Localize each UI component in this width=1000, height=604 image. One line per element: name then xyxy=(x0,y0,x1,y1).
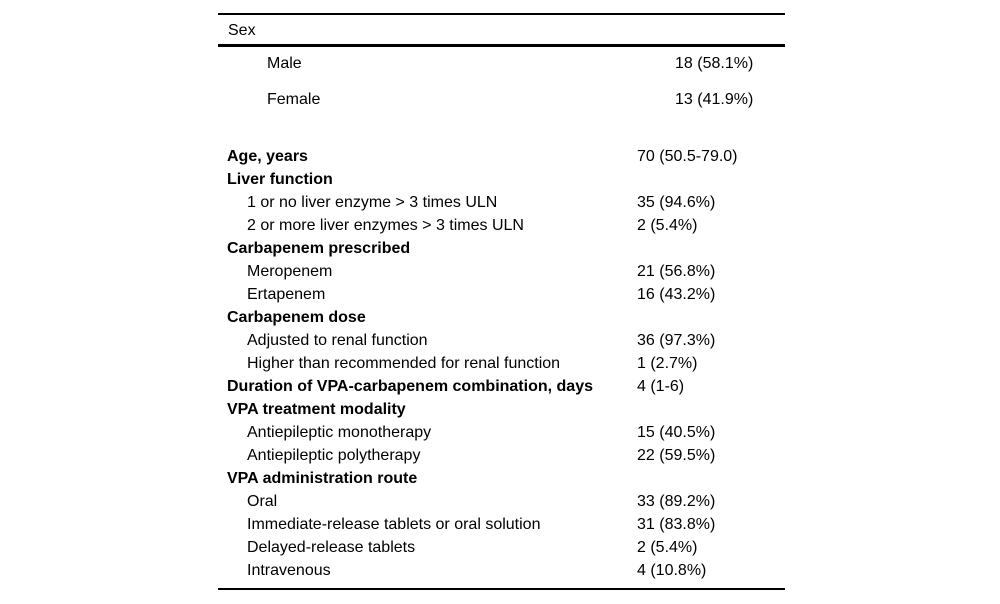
table-header-rule xyxy=(218,44,785,47)
row-value: 33 (89.2%) xyxy=(637,492,716,510)
table-row: Oral 33 (89.2%) xyxy=(218,490,785,513)
row-label: Male xyxy=(267,55,302,72)
table-row: Intravenous 4 (10.8%) xyxy=(218,559,785,582)
table-row: Delayed-release tablets 2 (5.4%) xyxy=(218,536,785,559)
row-label: Intravenous xyxy=(247,561,331,579)
row-value: 2 (5.4%) xyxy=(637,538,698,556)
row-value: 31 (83.8%) xyxy=(637,515,716,533)
row-value: 21 (56.8%) xyxy=(637,262,716,280)
table-row: Age, years 70 (50.5-79.0) xyxy=(218,145,785,168)
row-value: 18 (58.1%) xyxy=(675,55,754,72)
table-row: Adjusted to renal function 36 (97.3%) xyxy=(218,329,785,352)
table-row: Liver function xyxy=(218,168,785,191)
table-row: Carbapenem prescribed xyxy=(218,237,785,260)
row-category-label: VPA administration route xyxy=(227,469,418,487)
row-category-label: Age, years xyxy=(227,147,308,165)
row-value: 2 (5.4%) xyxy=(637,216,698,234)
row-value: 35 (94.6%) xyxy=(637,193,716,211)
table-row: 1 or no liver enzyme > 3 times ULN 35 (94… xyxy=(218,191,785,214)
table-row: 2 or more liver enzymes > 3 times ULN 2 (… xyxy=(218,214,785,237)
row-category-label: Liver function xyxy=(227,170,333,188)
row-label: 1 or no liver enzyme > 3 times ULN xyxy=(247,193,498,211)
table-row: Higher than recommended for renal functi… xyxy=(218,352,785,375)
table-bottom-rule xyxy=(218,588,785,590)
row-label: 2 or more liver enzymes > 3 times ULN xyxy=(247,216,524,234)
row-category-label: Duration of VPA-carbapenem combination, … xyxy=(227,377,593,395)
table-row: Ertapenem 16 (43.2%) xyxy=(218,283,785,306)
row-value: 15 (40.5%) xyxy=(637,423,716,441)
row-value: 1 (2.7%) xyxy=(637,354,698,372)
row-label: Ertapenem xyxy=(247,285,326,303)
row-category-label: Carbapenem prescribed xyxy=(227,239,411,257)
row-value: 4 (10.8%) xyxy=(637,561,707,579)
row-category-label: Carbapenem dose xyxy=(227,308,366,326)
row-value: 70 (50.5-79.0) xyxy=(637,147,738,165)
table-row: Female 13 (41.9%) xyxy=(218,88,785,111)
row-value: 22 (59.5%) xyxy=(637,446,716,464)
row-label: Oral xyxy=(247,492,278,510)
row-value: 13 (41.9%) xyxy=(675,91,754,108)
section-header-label: Sex xyxy=(228,22,256,39)
table-top-rule xyxy=(218,13,785,15)
row-label: Female xyxy=(267,91,321,108)
table-row: Meropenem 21 (56.8%) xyxy=(218,260,785,283)
table-row: VPA administration route xyxy=(218,467,785,490)
row-label: Higher than recommended for renal functi… xyxy=(247,354,561,372)
row-label: Adjusted to renal function xyxy=(247,331,428,349)
row-label: Antiepileptic polytherapy xyxy=(247,446,421,464)
table-row: VPA treatment modality xyxy=(218,398,785,421)
row-category-label: VPA treatment modality xyxy=(227,400,406,418)
row-label: Antiepileptic monotherapy xyxy=(247,423,432,441)
table-row: Male 18 (58.1%) xyxy=(218,52,785,75)
row-label: Immediate-release tablets or oral soluti… xyxy=(247,515,541,533)
row-label: Delayed-release tablets xyxy=(247,538,416,556)
row-value: 16 (43.2%) xyxy=(637,285,716,303)
table-row: Antiepileptic polytherapy 22 (59.5%) xyxy=(218,444,785,467)
table-row: Duration of VPA-carbapenem combination, … xyxy=(218,375,785,398)
table-section-header-row: Sex xyxy=(218,22,785,40)
row-label: Meropenem xyxy=(247,262,333,280)
characteristics-table: Sex Male 18 (58.1%) Female 13 (41.9%) Age, … xyxy=(218,0,785,604)
table-row: Antiepileptic monotherapy 15 (40.5%) xyxy=(218,421,785,444)
row-value: 36 (97.3%) xyxy=(637,331,716,349)
row-value: 4 (1-6) xyxy=(637,377,685,395)
table-row: Carbapenem dose xyxy=(218,306,785,329)
table-row: Immediate-release tablets or oral soluti… xyxy=(218,513,785,536)
